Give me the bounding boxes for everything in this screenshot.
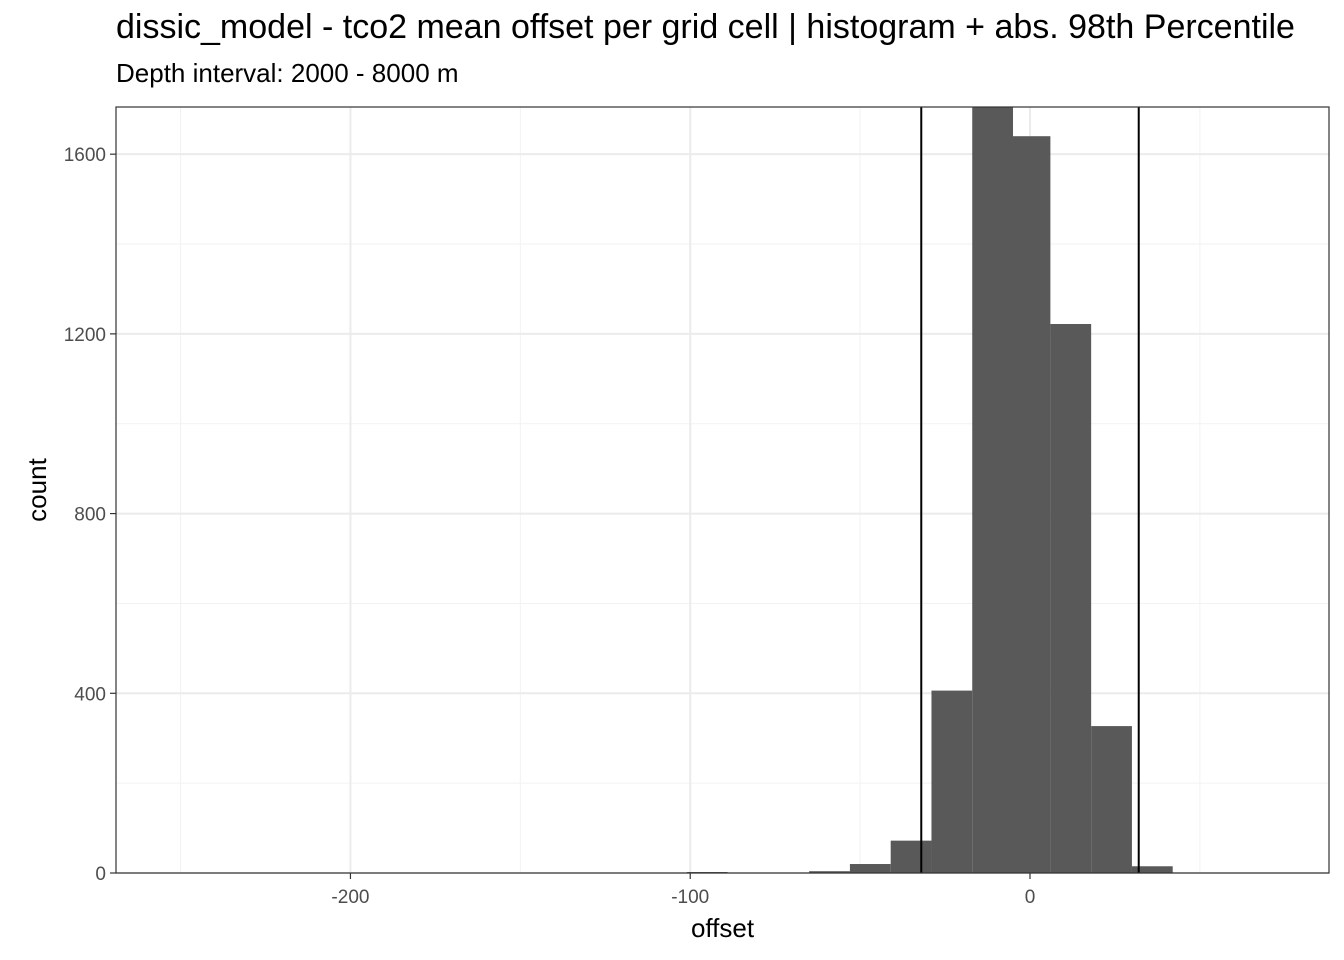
y-tick-label: 1200 <box>64 325 106 346</box>
chart-subtitle: Depth interval: 2000 - 8000 m <box>116 58 459 88</box>
histogram-bar <box>1050 323 1092 874</box>
x-tick-label: -200 <box>331 887 369 908</box>
x-tick-label: 0 <box>1025 887 1036 908</box>
y-tick-label: 0 <box>95 864 106 885</box>
histogram-bar <box>972 107 1014 873</box>
histogram-bar <box>809 871 850 873</box>
histogram-bar <box>931 690 973 873</box>
histogram-bar <box>849 864 891 873</box>
panel-border <box>115 106 1330 874</box>
y-axis-title: count <box>22 457 52 521</box>
chart-title: dissic_model - tco2 mean offset per grid… <box>116 8 1295 46</box>
histogram-bar <box>890 840 932 873</box>
histogram-bar <box>1091 726 1132 873</box>
histogram-bars <box>686 107 1173 874</box>
x-tick-label: -100 <box>671 887 709 908</box>
x-axis-title: offset <box>691 913 755 943</box>
histogram-bar <box>1013 136 1051 874</box>
minor-gridlines <box>116 107 1329 873</box>
y-tick-label: 400 <box>74 684 106 705</box>
major-gridlines <box>116 107 1329 874</box>
axis-ticks: -200 -100 0 0 400 800 1200 1600 <box>64 145 1036 908</box>
y-tick-label: 1600 <box>64 145 106 166</box>
percentile-lines <box>920 107 1140 873</box>
y-tick-label: 800 <box>74 505 106 526</box>
histogram-bar <box>1131 866 1173 873</box>
